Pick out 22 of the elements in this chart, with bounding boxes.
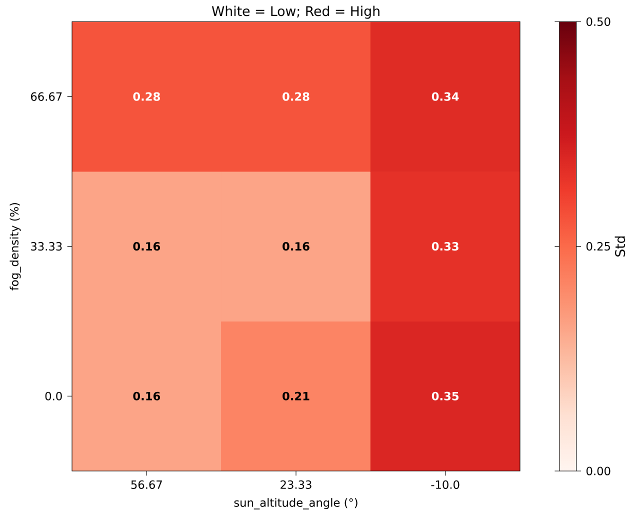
data-label: 0.28 [133, 92, 160, 101]
chart-title: White = Low; Red = High [212, 6, 380, 19]
x-tick-label: 56.67 [131, 480, 162, 489]
color-bar-label: 0.25 [586, 242, 610, 251]
color-bar-label: 0.00 [586, 466, 610, 476]
data-label: 0.16 [133, 392, 160, 400]
x-axis-title: sun_altitude_angle (°) [234, 498, 358, 510]
x-tick-label: -10.0 [431, 480, 460, 489]
color-bar-label: 0.50 [586, 17, 610, 26]
data-label: 0.16 [133, 242, 160, 251]
data-label: 0.33 [432, 242, 458, 251]
data-label: 0.21 [282, 392, 310, 400]
x-tick-label: 23.33 [280, 480, 312, 489]
data-label: 0.35 [432, 392, 459, 400]
data-label: 0.34 [432, 92, 459, 101]
color-bar-title: Std [614, 236, 626, 257]
data-label: 0.28 [282, 92, 310, 101]
y-axis-title: fog_density (%) [10, 203, 22, 290]
data-label: 0.16 [282, 242, 310, 251]
y-tick-label: 66.67 [30, 92, 62, 101]
y-tick-label: 33.33 [31, 242, 62, 251]
y-tick-label: 0.0 [45, 392, 62, 400]
